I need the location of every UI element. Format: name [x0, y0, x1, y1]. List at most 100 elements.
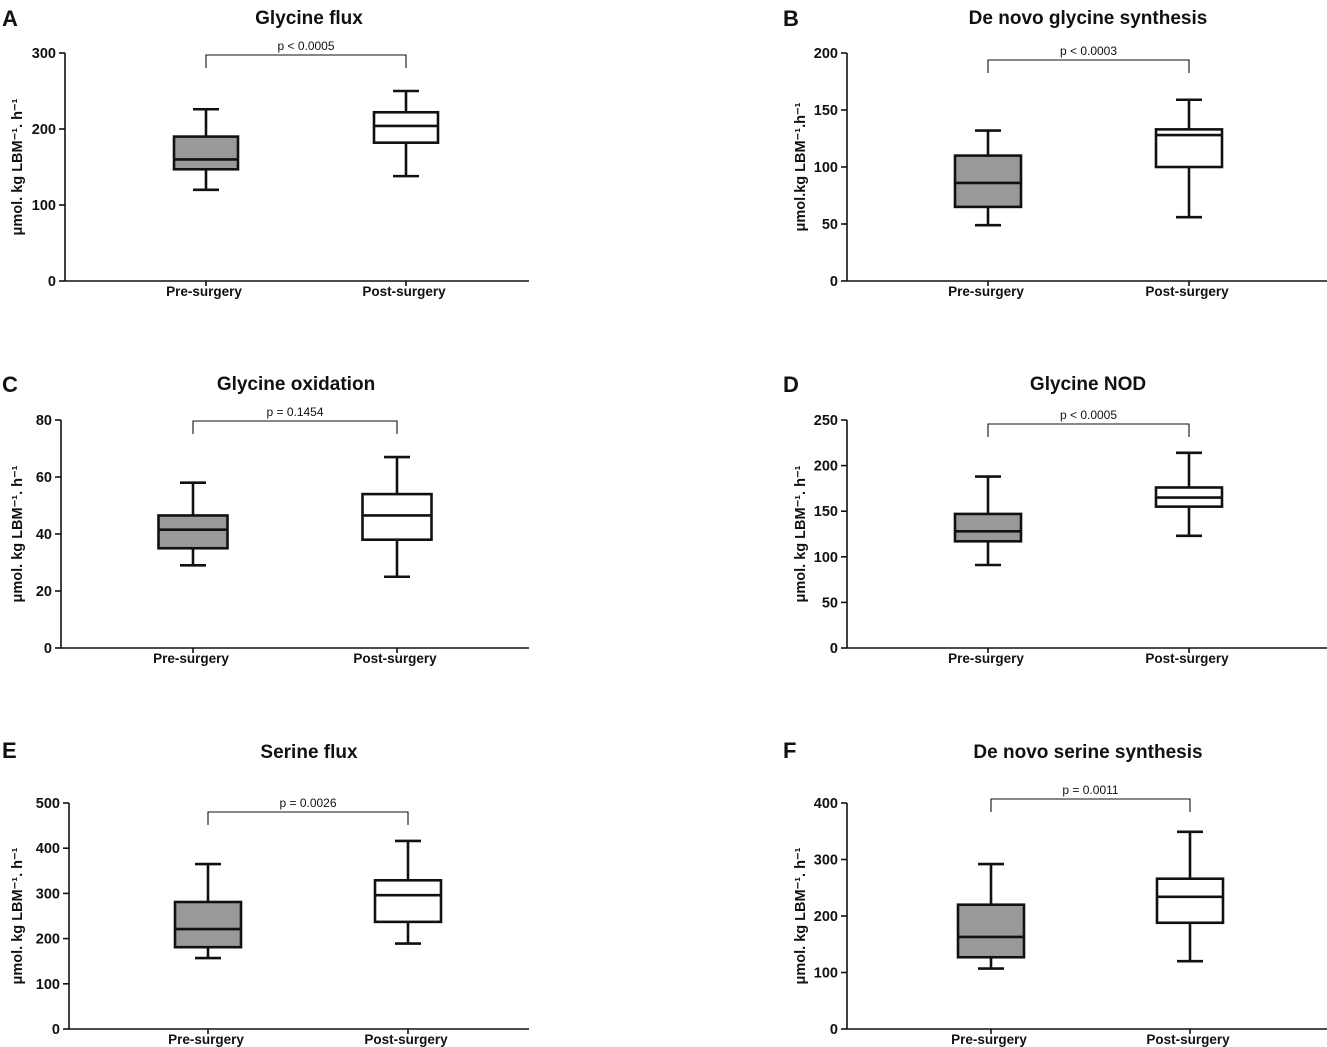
significance-bracket — [990, 798, 1191, 812]
x-category-label: Pre-surgery — [168, 1032, 244, 1047]
y-tick-label: 100 — [36, 977, 60, 993]
box-post-surgery: Post-surgery — [362, 89, 446, 299]
y-tick-label: 0 — [830, 641, 838, 657]
y-tick-label: 400 — [36, 841, 60, 857]
y-tick-label: 400 — [814, 796, 838, 812]
iqr-box — [157, 514, 229, 550]
y-axis-label: μmol.kg LBM⁻¹.h⁻¹ — [793, 102, 809, 231]
p-value-annotation: p < 0.0003 — [1060, 44, 1117, 58]
p-value-annotation: p = 0.0026 — [279, 796, 336, 810]
significance-bracket — [987, 59, 1190, 73]
panel-label: E — [2, 738, 17, 763]
chart-title: Glycine NOD — [1030, 374, 1146, 395]
chart-title: Glycine flux — [255, 8, 363, 29]
y-tick-label: 500 — [36, 796, 60, 812]
panel-c: C Glycine oxidation μmol. kg LBM⁻¹. h⁻¹ 0 20… — [2, 372, 529, 666]
y-tick-label: 200 — [814, 459, 838, 475]
panel-label: C — [2, 372, 18, 397]
y-tick-label: 200 — [32, 122, 56, 138]
chart-title: Glycine oxidation — [217, 374, 375, 395]
y-tick-label: 100 — [814, 966, 838, 982]
x-category-label: Post-surgery — [362, 284, 446, 299]
x-category-label: Pre-surgery — [948, 651, 1024, 666]
y-tick-label: 80 — [36, 413, 52, 429]
y-tick-label: 150 — [814, 504, 838, 520]
panel-label: A — [2, 6, 18, 31]
box-pre-surgery: Pre-surgery — [166, 107, 242, 299]
iqr-box — [953, 154, 1023, 209]
p-value-annotation: p < 0.0005 — [277, 39, 334, 53]
significance-bracket — [205, 54, 407, 68]
iqr-box — [956, 903, 1026, 959]
y-axis-label: μmol. kg LBM⁻¹. h⁻¹ — [10, 465, 26, 602]
y-tick-label: 200 — [814, 909, 838, 925]
y-tick-label: 0 — [52, 1022, 60, 1038]
y-tick-label: 200 — [36, 932, 60, 948]
y-tick-label: 60 — [36, 470, 52, 486]
y-tick-label: 0 — [44, 641, 52, 657]
y-tick-label: 100 — [32, 198, 56, 214]
x-category-label: Post-surgery — [364, 1032, 448, 1047]
panel-label: B — [783, 6, 799, 31]
y-tick-label: 150 — [814, 103, 838, 119]
y-tick-label: 250 — [814, 413, 838, 429]
x-category-label: Post-surgery — [1146, 1032, 1230, 1047]
x-category-label: Post-surgery — [353, 651, 437, 666]
y-tick-label: 0 — [830, 1022, 838, 1038]
y-tick-label: 50 — [822, 595, 838, 611]
box-pre-surgery: Pre-surgery — [951, 862, 1027, 1047]
panel-label: D — [783, 372, 799, 397]
box-pre-surgery: Pre-surgery — [153, 481, 229, 666]
panel-e: E Serine flux μmol. kg LBM⁻¹. h⁻¹ 0 100 200 30… — [2, 738, 529, 1047]
x-category-label: Pre-surgery — [948, 284, 1024, 299]
chart-title: De novo glycine synthesis — [969, 8, 1208, 29]
iqr-box — [1155, 877, 1225, 925]
y-tick-label: 300 — [32, 46, 56, 62]
iqr-box — [172, 135, 240, 171]
y-tick-label: 300 — [36, 886, 60, 902]
box-post-surgery: Post-surgery — [1145, 98, 1229, 299]
p-value-annotation: p = 0.1454 — [266, 405, 323, 419]
box-pre-surgery: Pre-surgery — [168, 862, 244, 1047]
panel-label: F — [783, 738, 796, 763]
box-pre-surgery: Pre-surgery — [948, 129, 1024, 299]
y-tick-label: 0 — [48, 274, 56, 290]
y-axis-label: μmol. kg LBM⁻¹. h⁻¹ — [793, 465, 809, 602]
p-value-annotation: p = 0.0011 — [1062, 783, 1118, 797]
iqr-box — [373, 878, 443, 924]
significance-bracket — [192, 420, 398, 434]
y-tick-label: 50 — [822, 217, 838, 233]
y-axis-label: μmol. kg LBM⁻¹. h⁻¹ — [10, 847, 26, 984]
iqr-box — [361, 492, 433, 542]
box-post-surgery: Post-surgery — [1146, 830, 1230, 1047]
p-value-annotation: p < 0.0005 — [1060, 408, 1117, 422]
chart-title: De novo serine synthesis — [973, 742, 1202, 763]
panel-b: B De novo glycine synthesis μmol.kg LBM⁻¹.… — [783, 6, 1327, 299]
iqr-box — [953, 512, 1023, 543]
x-category-label: Pre-surgery — [951, 1032, 1027, 1047]
x-category-label: Post-surgery — [1145, 651, 1229, 666]
significance-bracket — [207, 811, 409, 825]
iqr-box — [372, 110, 440, 144]
box-post-surgery: Post-surgery — [353, 455, 437, 666]
y-tick-label: 300 — [814, 853, 838, 869]
y-tick-label: 40 — [36, 527, 52, 543]
y-tick-label: 20 — [36, 584, 52, 600]
y-axis-label: μmol. kg LBM⁻¹. h⁻¹ — [793, 847, 809, 984]
panel-d: D Glycine NOD μmol. kg LBM⁻¹. h⁻¹ 0 50 100 150… — [783, 372, 1327, 666]
x-category-label: Post-surgery — [1145, 284, 1229, 299]
box-post-surgery: Post-surgery — [364, 839, 448, 1047]
significance-bracket — [987, 423, 1190, 437]
box-pre-surgery: Pre-surgery — [948, 475, 1024, 666]
x-category-label: Pre-surgery — [166, 284, 242, 299]
box-post-surgery: Post-surgery — [1145, 451, 1229, 666]
y-tick-label: 0 — [830, 274, 838, 290]
chart-title: Serine flux — [260, 742, 358, 763]
panel-a: A Glycine flux μmol. kg LBM⁻¹. h⁻¹ 0 100 200 3… — [2, 6, 529, 299]
y-tick-label: 100 — [814, 550, 838, 566]
iqr-box — [173, 900, 243, 949]
y-axis-label: μmol. kg LBM⁻¹. h⁻¹ — [10, 98, 26, 235]
panel-f: F De novo serine synthesis μmol. kg LBM⁻¹.… — [783, 738, 1327, 1047]
y-tick-label: 200 — [814, 46, 838, 62]
